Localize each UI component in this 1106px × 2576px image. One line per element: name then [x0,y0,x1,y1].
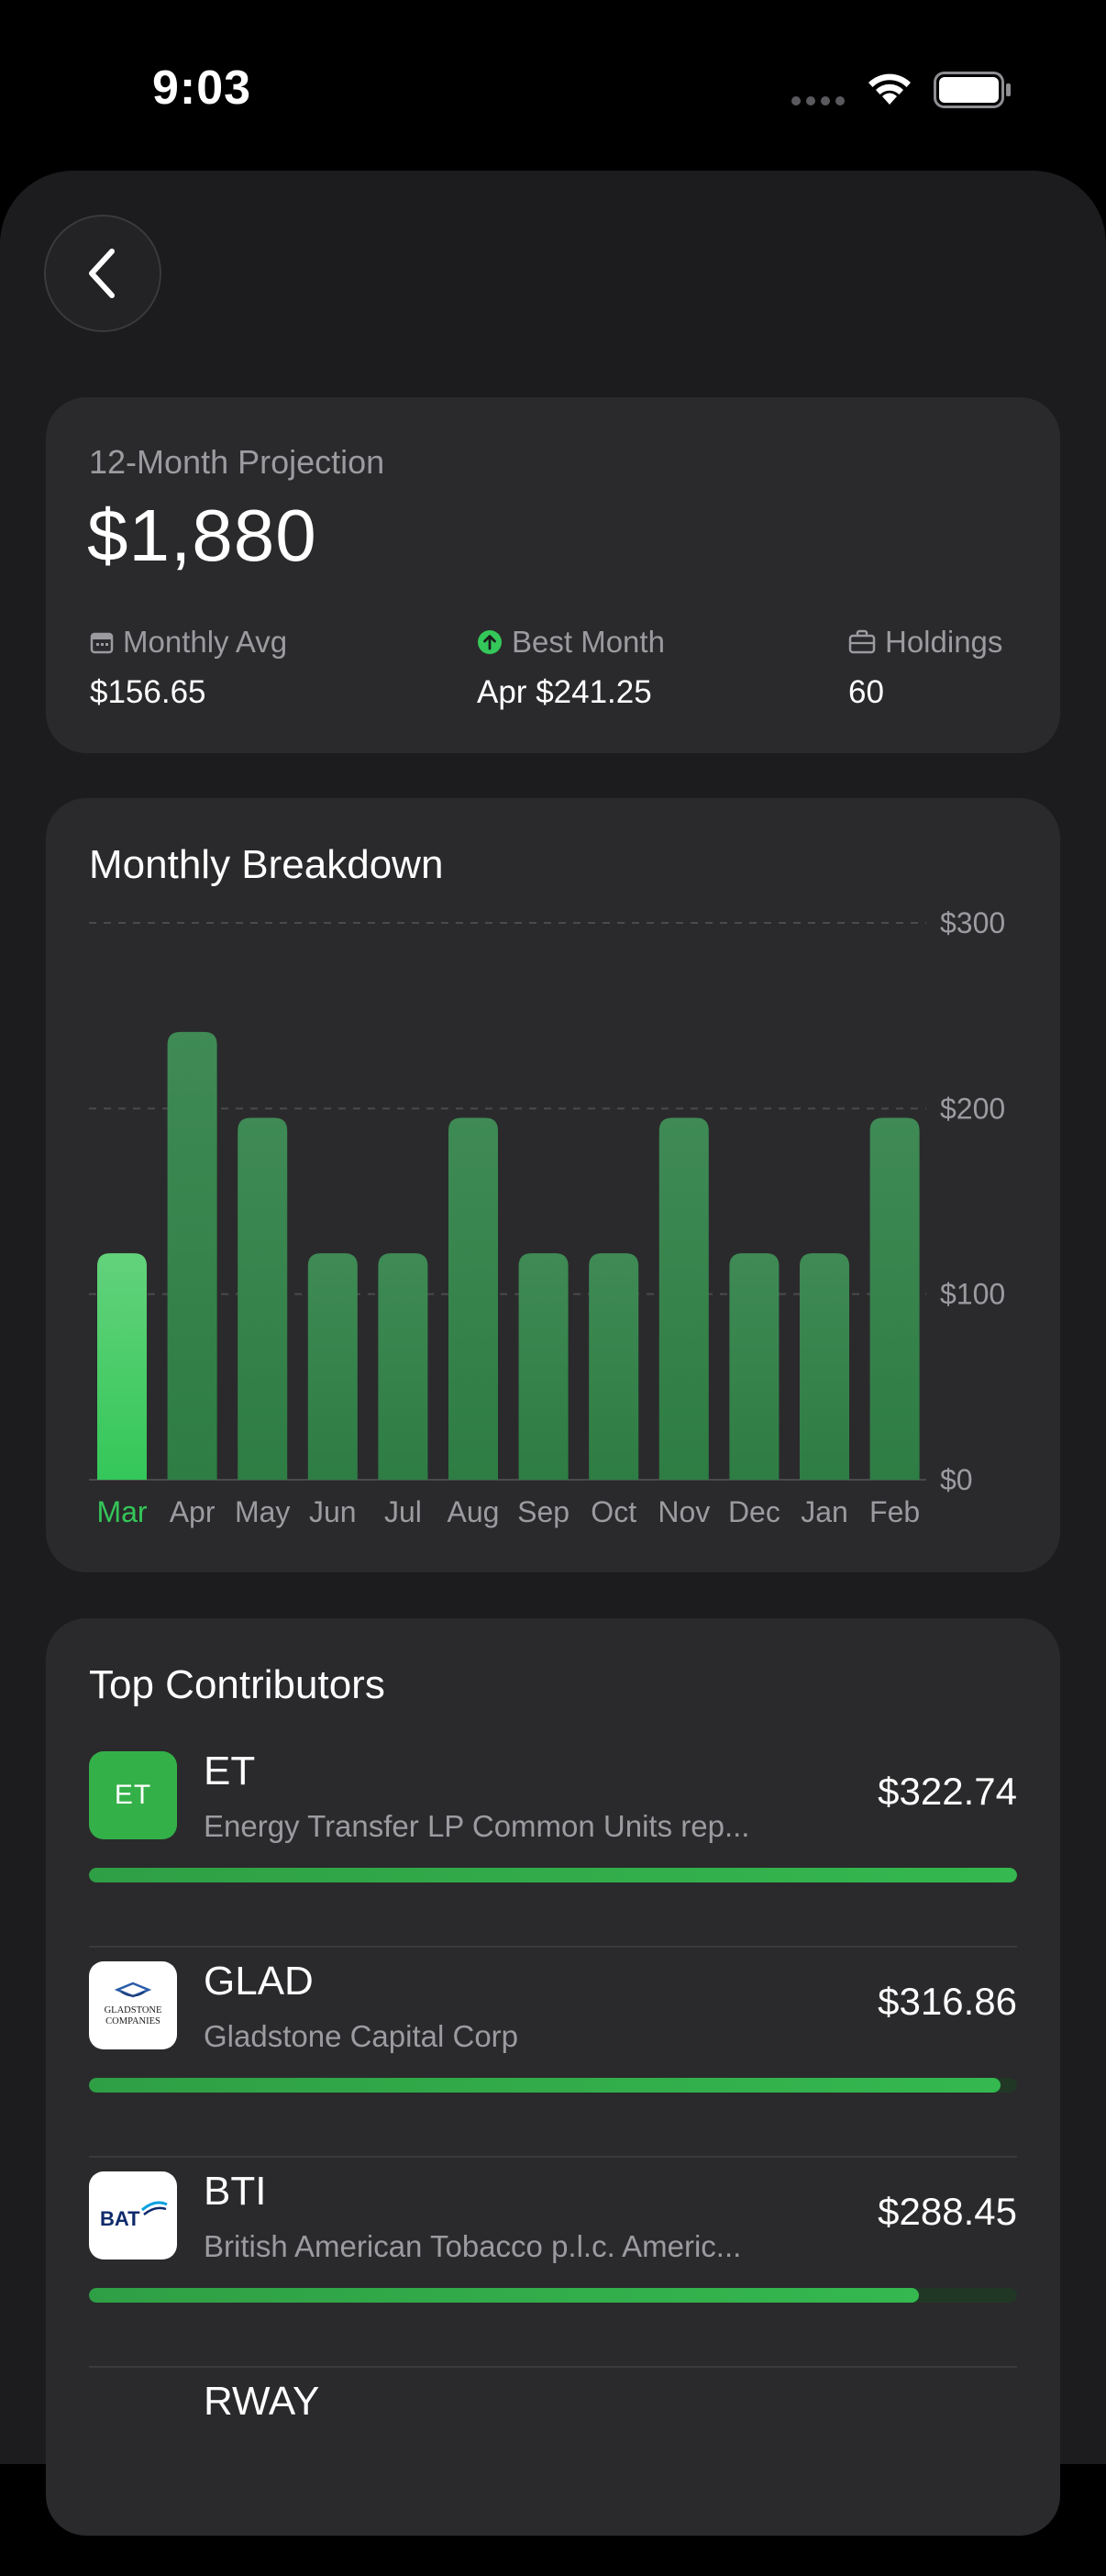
contributor-amount: $316.86 [878,1980,1017,2023]
bar-nov[interactable] [658,1117,709,1480]
contributor-share-fill [89,2288,919,2303]
breakdown-card: Monthly Breakdown $0 $100 $200 $300 Mar Apr Ma… [46,798,1060,1572]
status-time: 9:03 [152,61,252,115]
contributors-list: ET ET Energy Transfer LP Common Units re… [89,1738,1017,2576]
y-tick-label: $100 [940,1278,1005,1311]
bat-logo: BAT [89,2171,177,2260]
svg-text:GLADSTONE: GLADSTONE [105,2005,162,2015]
back-button[interactable] [44,215,161,332]
breakdown-title: Monthly Breakdown [89,842,444,887]
stat-holdings-value: 60 [848,674,884,710]
bar-apr[interactable] [167,1031,217,1480]
stat-holdings: Holdings 60 [848,625,1002,711]
x-tick-label-feb: Feb [869,1495,920,1528]
x-tick-label-apr: Apr [170,1495,216,1528]
contributors-card: Top Contributors ET ET Energy Transfer L… [46,1618,1060,2536]
svg-text:BAT: BAT [100,2207,140,2230]
contributor-share-fill [89,1868,1017,1882]
bar-aug[interactable] [448,1117,498,1480]
contributor-item[interactable]: GLADSTONE COMPANIES GLAD Gladstone Capit… [89,1948,1017,2158]
bar-oct[interactable] [589,1253,639,1480]
battery-icon [934,72,1011,108]
cellular-signal-icon [791,96,845,105]
bar-jan[interactable] [800,1253,849,1480]
bar-feb[interactable] [869,1117,920,1480]
contributor-item[interactable]: BAT BTI British American Tobacco p.l.c. … [89,2158,1017,2368]
contributor-share-bar [89,1868,1017,1882]
x-tick-label-jun: Jun [309,1495,357,1528]
x-tick-label-jan: Jan [801,1495,848,1528]
stat-monthly-avg: Monthly Avg $156.65 [90,625,287,711]
projection-label: 12-Month Projection [89,443,385,481]
contributor-name: British American Tobacco p.l.c. Americ..… [204,2229,742,2263]
x-tick-label-aug: Aug [448,1495,500,1528]
contributor-share-bar [89,2288,1017,2303]
stat-best-month-value: Apr $241.25 [477,674,652,710]
y-tick-label: $200 [940,1092,1005,1125]
contributor-share-bar [89,2078,1017,2093]
contributors-title: Top Contributors [89,1662,385,1707]
chevron-left-icon [89,249,115,298]
briefcase-icon [848,629,876,654]
x-tick-label-oct: Oct [591,1495,636,1528]
gladstone-logo: GLADSTONE COMPANIES [89,1961,177,2049]
contributor-item[interactable]: RWAY [89,2368,1017,2576]
bar-mar[interactable] [97,1253,147,1480]
bar-jun[interactable] [307,1253,358,1480]
bar-jul[interactable] [378,1253,428,1480]
status-bar: 9:03 [0,0,1106,174]
arrow-up-circle-icon [478,630,502,654]
stat-best-month-label: Best Month [512,625,665,659]
contributor-name: Gladstone Capital Corp [204,2019,519,2053]
monthly-breakdown-chart: $0 $100 $200 $300 Mar Apr May Jun Jul Aug Sep Oct No… [89,906,1005,1528]
y-tick-label: $300 [940,906,1005,939]
stat-best-month: Best Month Apr $241.25 [477,625,665,711]
bar-may[interactable] [238,1117,288,1480]
projection-card: 12-Month Projection $1,880 Monthly Avg $… [46,397,1060,753]
projection-value: $1,880 [87,494,317,576]
bar-dec[interactable] [729,1253,780,1480]
contributor-item[interactable]: ET ET Energy Transfer LP Common Units re… [89,1738,1017,1948]
contributor-amount: $322.74 [878,1770,1017,1813]
et-logo: ET [89,1751,177,1839]
contributor-amount: $288.45 [878,2190,1017,2233]
x-tick-label-may: May [235,1495,290,1528]
x-tick-label-jul: Jul [384,1495,422,1528]
calendar-icon [90,632,114,654]
contributor-name: Energy Transfer LP Common Units rep... [204,1809,750,1843]
y-tick-label: $0 [940,1463,973,1496]
svg-text:COMPANIES: COMPANIES [105,2016,160,2026]
contributor-share-fill [89,2078,1001,2093]
x-tick-label-dec: Dec [728,1495,780,1528]
x-tick-label-mar: Mar [96,1495,147,1528]
x-tick-label-sep: Sep [517,1495,570,1528]
x-tick-label-nov: Nov [658,1495,710,1528]
contributor-ticker: RWAY [204,2379,320,2424]
stat-monthly-avg-label: Monthly Avg [123,625,288,659]
contributor-ticker: BTI [204,2169,267,2214]
bar-sep[interactable] [518,1253,569,1480]
stat-holdings-label: Holdings [885,625,1003,659]
wifi-icon [868,73,911,105]
stat-monthly-avg-value: $156.65 [90,674,206,710]
contributor-ticker: GLAD [204,1959,314,2004]
contributor-ticker: ET [204,1749,256,1793]
